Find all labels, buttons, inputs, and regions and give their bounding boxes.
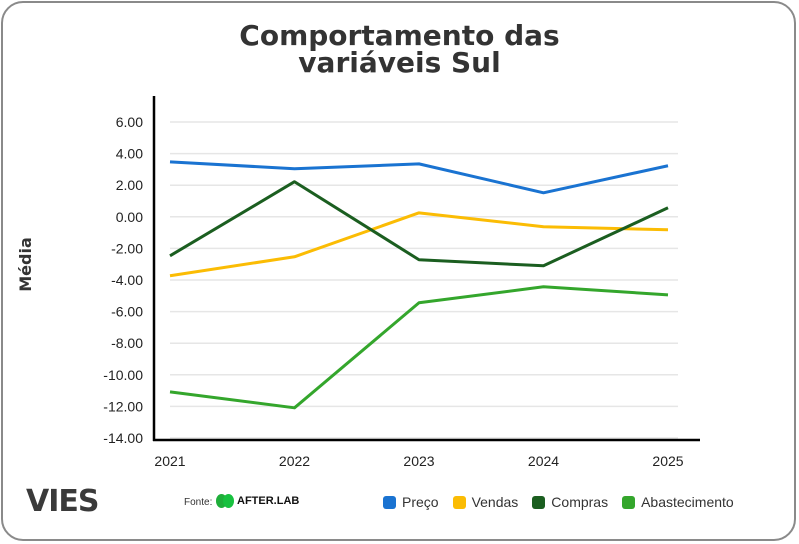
legend-swatch [622, 495, 636, 509]
afterlab-logo: AFTER.LAB [216, 494, 299, 508]
legend-label: Compras [551, 494, 609, 510]
x-tick-label: 2022 [279, 453, 310, 469]
vies-logo: VIES [26, 484, 99, 519]
y-tick-label: -6.00 [111, 304, 143, 320]
legend-label: Abastecimento [641, 494, 734, 510]
y-tick-label: 6.00 [116, 114, 143, 130]
afterlab-logo-icon [216, 494, 234, 508]
title-line-1: Comportamento das [239, 19, 560, 52]
x-tick-label: 2021 [154, 453, 185, 469]
legend-item[interactable]: Vendas [452, 494, 519, 510]
afterlab-text: AFTER.LAB [237, 495, 300, 507]
y-tick-label: -4.00 [111, 272, 143, 288]
y-tick-label: 2.00 [116, 177, 143, 193]
y-tick-label: -8.00 [111, 335, 143, 351]
y-tick-label: -14.00 [103, 430, 143, 446]
chart-legend: Preço Vendas Compras Abastecimento [383, 494, 734, 510]
x-tick-label: 2025 [652, 453, 683, 469]
legend-label: Vendas [471, 494, 519, 510]
legend-label: Preço [402, 494, 439, 510]
legend-swatch [532, 495, 546, 509]
source-label: Fonte: [184, 497, 213, 508]
y-tick-label: -10.00 [103, 367, 143, 383]
y-tick-label: 4.00 [116, 146, 143, 162]
legend-swatch [452, 495, 466, 509]
series-line-preço [169, 160, 669, 195]
x-tick-label: 2023 [403, 453, 434, 469]
series-line-compras [169, 180, 669, 268]
y-tick-label: -12.00 [103, 398, 143, 414]
legend-item[interactable]: Compras [532, 494, 608, 510]
legend-swatch [383, 495, 396, 509]
x-tick-label: 2024 [528, 453, 559, 469]
series-line-abastecimento [169, 285, 669, 410]
legend-item[interactable]: Abastecimento [622, 494, 734, 510]
chart-title: Comportamento das variáveis Sul [0, 19, 799, 79]
series-line-vendas [169, 211, 669, 278]
y-tick-label: -2.00 [111, 240, 143, 256]
legend-item[interactable]: Preço [383, 494, 439, 510]
y-tick-label: 0.00 [116, 209, 143, 225]
title-line-2: variáveis Sul [298, 46, 501, 79]
